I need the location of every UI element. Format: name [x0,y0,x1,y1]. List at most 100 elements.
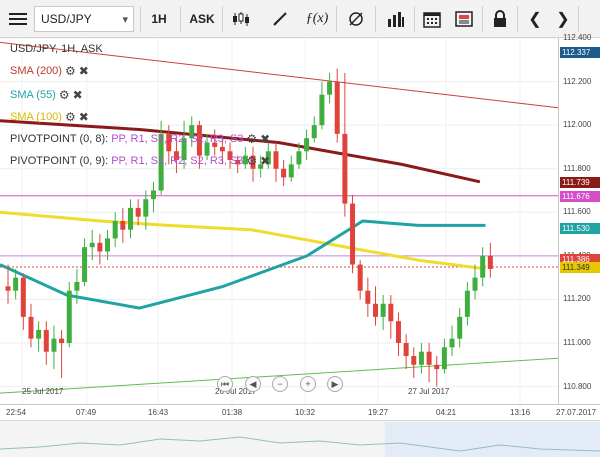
menu-icon-svg [9,13,27,25]
legend-sma200-label: SMA (200) [10,65,62,77]
close-icon[interactable]: ✖ [78,64,89,78]
scroll-next-icon[interactable]: ▶ [327,376,343,392]
function-icon[interactable]: ƒ(x) [305,11,329,26]
close-icon[interactable]: ✖ [260,132,271,146]
close-icon[interactable]: ✖ [72,88,83,102]
candle-body [373,303,378,317]
pivot-s1: S1, [150,155,168,167]
news-icon[interactable] [450,6,478,32]
price-tag-current: 111.386 [560,253,600,265]
pivot-s2: S2, [190,155,207,167]
date-marker: 25 Jul 2017 [22,387,64,396]
candle-body [327,81,333,95]
gear-icon[interactable]: ⚙ [246,132,258,146]
candle-body [334,81,340,134]
candle-body [227,151,233,160]
candle-body [426,351,432,365]
next-icon[interactable]: ❯ [556,11,570,28]
gear-icon[interactable]: ⚙ [64,64,76,78]
gear-icon[interactable]: ⚙ [64,110,76,124]
candle-body [189,125,195,139]
calendar-icon[interactable] [418,6,446,32]
time-tick-label: 22:54 [6,408,27,417]
price-tag-top: 112.337 [560,46,600,58]
price-chart[interactable] [0,37,559,404]
divider [482,6,483,32]
candle-body [143,199,149,217]
timeframe-button[interactable]: 1H [151,12,167,26]
draw-icon[interactable] [266,6,294,32]
price-tag-sma200: 111.739 [560,177,600,188]
prev-icon[interactable]: ❮ [528,11,542,28]
divider [140,6,141,32]
candle-body [258,164,264,169]
price-side-button[interactable]: ASK [189,12,215,26]
candle-body [13,277,19,291]
candle-body [51,338,57,352]
time-axis[interactable]: 22:54 07:49 16:43 01:38 10:32 19:27 04:21 13:16… [0,404,600,420]
time-tick-label: 13:16 [510,408,531,417]
candle-body [365,290,371,304]
legend-sma55: SMA (55) ⚙ ✖ [10,88,83,102]
candle-body [59,338,65,343]
pivot-prefix: PIVOTPOINT (0, 8): [10,133,109,145]
chart-area[interactable] [0,37,559,404]
candle-body [480,255,486,278]
pivot-r2: R2, [170,133,188,145]
bar-chart-icon-svg [388,12,404,27]
draw-icon-svg [273,12,287,26]
candle-body [97,242,103,252]
candle-body [196,125,202,156]
divider [222,6,223,32]
candle-body [449,338,455,348]
candle-body [166,133,172,152]
navigator-svg [0,422,600,457]
navigator-line [0,436,600,452]
pivot-r2: R2, [170,155,188,167]
price-tick-label: 111.000 [563,338,591,347]
toolbar: USD/JPY ▾ 1H ASK ƒ(x) ❮ ❯ [0,0,600,38]
close-icon[interactable]: ✖ [78,110,89,124]
candle-body [464,290,470,317]
candle-body [350,203,356,265]
candle-type-icon[interactable] [228,6,256,32]
divider [517,6,518,32]
candle-body [235,160,241,165]
pivot-s2: S2, [190,133,207,145]
pivot-r1: R1, [130,133,148,145]
candle-body [28,316,34,339]
legend-sma55-label: SMA (55) [10,89,56,101]
zoom-in-icon[interactable]: + [300,376,316,392]
candle-body [273,151,279,169]
candle-body [242,155,248,165]
price-tag-sma100: 111.349 [560,261,600,273]
candle-body [181,138,187,160]
price-axis[interactable]: 112.400112.200112.000111.800111.600111.4… [558,33,600,404]
sma200-line [0,119,481,184]
menu-icon[interactable] [6,6,30,32]
divider [336,6,337,32]
candle-body [212,142,218,147]
scroll-first-icon[interactable]: ⏮ [217,376,233,392]
settings-icon[interactable] [342,6,370,32]
candle-body [472,277,478,291]
candle-body [128,207,133,230]
navigator-window[interactable] [385,422,600,457]
gear-icon[interactable]: ⚙ [246,154,258,168]
candle-body [43,329,49,352]
candle-body [36,329,42,339]
pivot-r3: R3, [209,155,227,167]
chevron-down-icon: ▾ [122,14,128,26]
divider [578,6,579,32]
candle-body [173,151,179,160]
lock-icon[interactable] [488,6,512,32]
scroll-prev-icon[interactable]: ◀ [245,376,261,392]
price-tick-label: 110.800 [563,381,592,391]
settings-icon-svg [349,12,363,26]
gear-icon[interactable]: ⚙ [58,88,70,102]
symbol-selector[interactable]: USD/JPY ▾ [34,6,134,32]
navigator[interactable] [0,420,600,457]
bar-chart-icon[interactable] [382,6,410,32]
close-icon[interactable]: ✖ [260,154,271,168]
zoom-out-icon[interactable]: − [272,376,288,392]
